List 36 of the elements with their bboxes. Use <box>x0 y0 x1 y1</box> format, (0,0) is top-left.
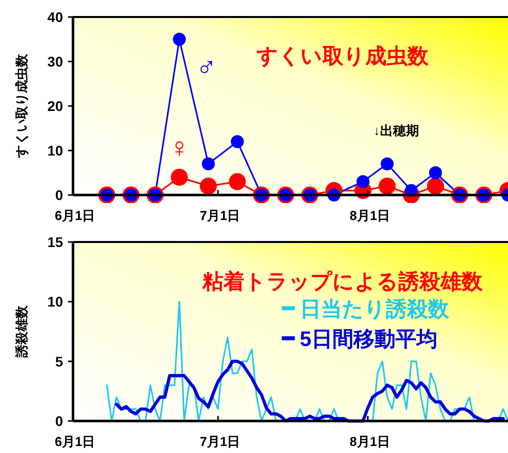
point <box>172 32 186 46</box>
annotation: ↓出穂期 <box>374 123 419 138</box>
y-tick-label: 0 <box>55 187 64 203</box>
point <box>356 175 370 188</box>
text: 粘着トラップによる誘殺雄数 <box>202 269 484 294</box>
line-series <box>114 360 505 423</box>
point <box>230 135 244 148</box>
legend-label: 5日間移動平均 <box>300 328 438 352</box>
x-tick-label: 6月1日 <box>54 434 96 449</box>
y-tick-label: 10 <box>47 142 64 158</box>
point <box>378 178 396 195</box>
point <box>170 168 188 186</box>
series-label: ♀ <box>168 132 190 164</box>
text: すくい取り成虫数 <box>256 45 430 68</box>
y-tick-label: 0 <box>55 413 64 429</box>
x-tick-label: 6月1日 <box>54 208 96 223</box>
y-tick-label: 10 <box>47 294 64 310</box>
x-tick-label: 8月1日 <box>350 208 390 223</box>
y-tick-label: 20 <box>47 98 64 114</box>
x-tick-label: 8月1日 <box>350 434 390 449</box>
point <box>380 157 394 170</box>
x-tick-label: 7月1日 <box>200 434 240 449</box>
y-tick-label: 5 <box>55 353 64 370</box>
point <box>427 178 444 195</box>
point <box>429 166 442 180</box>
x-tick-label: 7月1日 <box>200 208 240 223</box>
y-axis-title: 誘殺雄数 <box>14 304 29 358</box>
y-tick-label: 15 <box>47 234 64 250</box>
legend-label: 日当たり誘殺数 <box>300 298 450 322</box>
y-tick-label: 40 <box>47 9 64 25</box>
point <box>200 178 217 195</box>
point <box>228 173 246 190</box>
point <box>202 157 215 170</box>
y-axis-title: すくい取り成虫数 <box>14 53 29 159</box>
y-tick-label: 30 <box>47 54 64 70</box>
series-label: ♂ <box>196 50 217 82</box>
